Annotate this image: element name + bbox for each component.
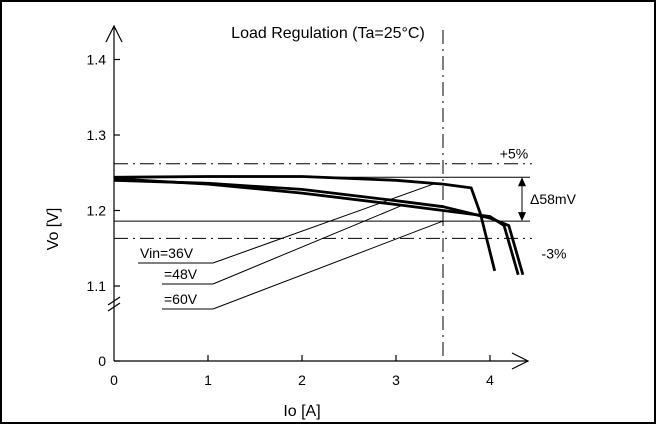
- series-leader-line: [212, 205, 401, 285]
- axes: 0 1.1 1.2 1.3 1.4 0 1 2 3 4: [87, 24, 530, 388]
- x-tick-label: 1: [204, 372, 212, 388]
- x-tick-label: 0: [110, 372, 118, 388]
- series-label: Vin=36V: [140, 245, 194, 261]
- delta-arrow-head: [518, 212, 526, 222]
- series-lines: [113, 175, 525, 276]
- minus-3-percent-label: -3%: [542, 245, 567, 261]
- series-label: =48V: [164, 266, 198, 282]
- plus-5-percent-label: +5%: [500, 146, 528, 162]
- series-line-0: [113, 175, 497, 272]
- y-tick-label: 0: [98, 353, 106, 369]
- y-tick-label: 1.2: [87, 203, 107, 219]
- y-axis-arrow: [105, 24, 123, 43]
- series-label: =60V: [164, 291, 198, 307]
- x-tick-label: 4: [486, 372, 494, 388]
- axis-break-mark: [107, 296, 121, 306]
- y-tick-label: 1.3: [87, 127, 107, 143]
- delta-arrow-head: [518, 177, 526, 187]
- x-tick-label: 3: [392, 372, 400, 388]
- axis-break-mark: [107, 302, 121, 312]
- x-axis-arrow: [511, 352, 530, 370]
- y-tick-label: 1.4: [87, 52, 107, 68]
- y-tick-label: 1.1: [87, 278, 107, 294]
- delta-label: Δ58mV: [530, 191, 577, 207]
- y-axis-label: Vo [V]: [45, 208, 62, 251]
- series-leader-line: [212, 220, 444, 310]
- series-line-2: [113, 178, 525, 276]
- chart-title: Load Regulation (Ta=25°C): [231, 25, 425, 42]
- annotations: +5% -3% Vin=36V =48V =60V Δ58mV: [138, 146, 577, 310]
- x-axis-label: Io [A]: [283, 403, 320, 420]
- series-leader-line: [212, 182, 436, 264]
- x-tick-label: 2: [298, 372, 306, 388]
